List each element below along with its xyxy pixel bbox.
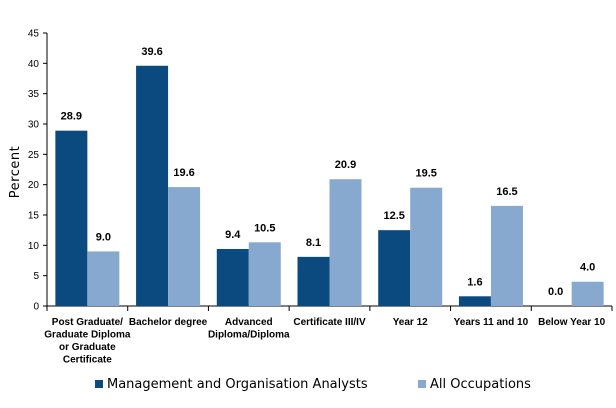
data-label: 8.1 [306, 237, 321, 249]
bar [136, 65, 169, 306]
y-tick-label: 0 [33, 302, 39, 313]
bar [216, 248, 249, 306]
bar [410, 187, 443, 306]
data-label: 0.0 [548, 286, 563, 298]
data-label: 12.5 [384, 210, 405, 222]
bar [248, 242, 281, 306]
y-tick-label: 10 [28, 241, 40, 252]
y-axis-label: Percent [8, 146, 23, 198]
y-tick-label: 20 [28, 180, 40, 191]
legend: Management and Organisation Analysts All … [95, 377, 531, 392]
data-label: 9.0 [96, 231, 111, 243]
legend-swatch [418, 380, 426, 388]
bar [571, 281, 604, 306]
data-label: 10.5 [254, 222, 275, 234]
category-label: Below Year 10 [538, 317, 606, 328]
data-labels: 28.9 9.0 39.6 19.6 9.4 10.5 8.1 20.9 12.5 19.5 1.6… [61, 46, 596, 298]
data-label: 1.6 [467, 276, 482, 288]
bar [55, 130, 88, 306]
legend-label: Management and Organisation Analysts [107, 377, 368, 392]
bar [87, 251, 120, 306]
x-axis [46, 305, 613, 311]
y-tick-label: 35 [28, 89, 40, 100]
y-axis: 0 5 10 15 20 25 30 35 40 45 [28, 29, 48, 313]
bars [55, 65, 604, 306]
data-label: 4.0 [580, 262, 595, 274]
y-tick-label: 45 [28, 29, 40, 40]
bar [378, 230, 411, 306]
category-label: Years 11 and 10 [454, 317, 529, 328]
y-tick-label: 30 [28, 120, 40, 131]
data-label: 39.6 [141, 46, 162, 58]
y-tick-label: 5 [33, 271, 39, 282]
bar [329, 179, 362, 306]
category-label: Post Graduate/Graduate Diploma or Graduat… [44, 317, 131, 366]
y-tick-label: 15 [28, 211, 40, 222]
category-label: Advanced Diploma/Diploma [208, 317, 290, 341]
data-label: 9.4 [225, 229, 241, 241]
bar [490, 205, 523, 306]
category-label: Bachelor degree [129, 317, 208, 328]
category-label: Year 12 [393, 317, 428, 328]
y-tick-label: 25 [28, 150, 40, 161]
bar [168, 187, 201, 306]
bar [458, 296, 491, 306]
category-label: Certificate III/IV [293, 317, 366, 328]
bar [297, 256, 330, 306]
category-labels: Post Graduate/Graduate Diploma or Graduat… [44, 317, 605, 366]
data-label: 20.9 [335, 159, 356, 171]
legend-swatch [95, 380, 103, 388]
data-label: 19.5 [416, 168, 437, 180]
legend-label: All Occupations [430, 377, 531, 392]
data-label: 19.6 [173, 167, 194, 179]
data-label: 28.9 [61, 111, 82, 123]
y-tick-label: 40 [28, 59, 40, 70]
data-label: 16.5 [496, 186, 517, 198]
